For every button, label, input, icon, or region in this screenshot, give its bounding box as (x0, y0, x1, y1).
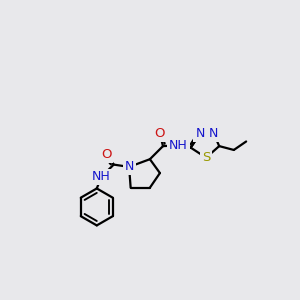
Text: S: S (202, 151, 210, 164)
Text: O: O (101, 148, 111, 161)
Text: N: N (124, 160, 134, 173)
Text: O: O (155, 127, 165, 140)
Text: N: N (195, 127, 205, 140)
Text: NH: NH (92, 170, 111, 183)
Text: N: N (209, 127, 218, 140)
Text: NH: NH (169, 139, 188, 152)
